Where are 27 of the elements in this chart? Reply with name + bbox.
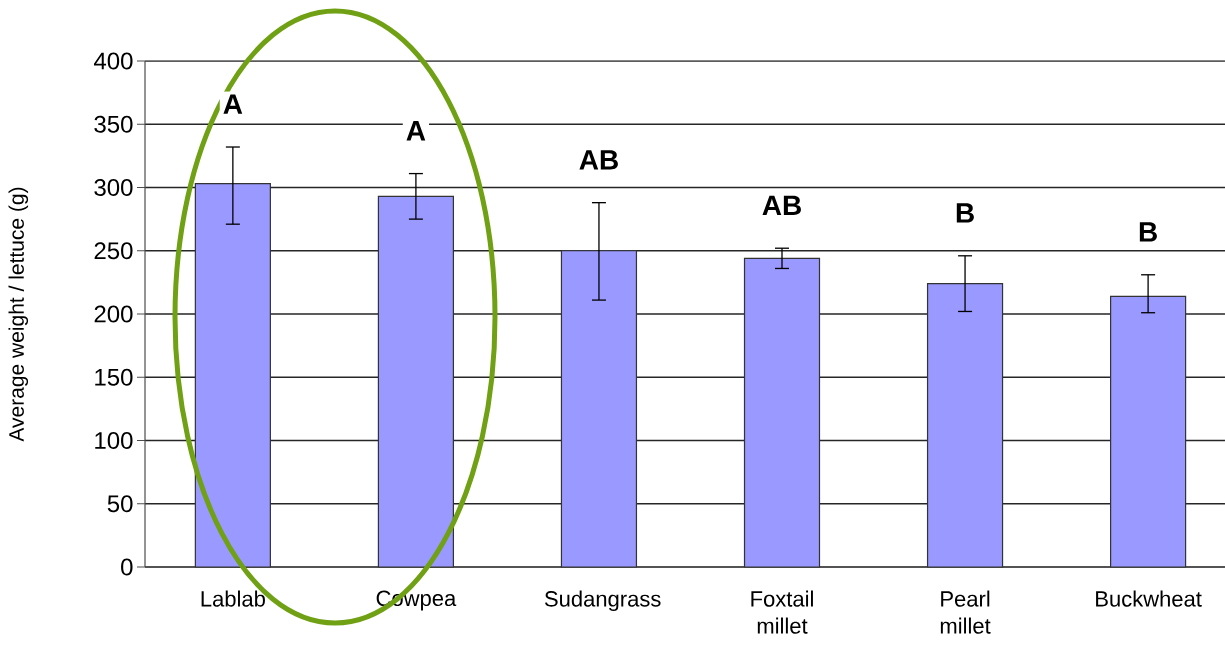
y-tick-label: 200 bbox=[94, 305, 133, 323]
annotation: A bbox=[223, 94, 243, 114]
y-axis-title: Average weight / lettuce (g) bbox=[8, 187, 29, 442]
y-tick-label: 400 bbox=[93, 52, 133, 70]
y-tick-label: 0 bbox=[121, 558, 133, 576]
y-tick-label: 50 bbox=[107, 495, 133, 513]
x-tick-label: Pearl millet bbox=[940, 590, 991, 634]
bar bbox=[194, 183, 271, 568]
annotation: AB bbox=[579, 150, 618, 170]
x-tick-label: Lablab bbox=[201, 590, 265, 607]
bar bbox=[926, 283, 1004, 568]
bar bbox=[377, 195, 455, 568]
bar bbox=[560, 250, 638, 568]
annotation: AB bbox=[762, 195, 801, 216]
annotation: B bbox=[1139, 222, 1157, 242]
x-tick-label: Buckwheat bbox=[1096, 590, 1202, 607]
x-tick-label: Foxtail millet bbox=[751, 590, 813, 634]
annotation: B bbox=[956, 203, 974, 223]
bar bbox=[1110, 295, 1187, 568]
y-tick-label: 100 bbox=[95, 432, 133, 449]
x-tick-label: Sudangrass bbox=[544, 590, 661, 612]
y-tick-label: 250 bbox=[94, 242, 133, 260]
y-tick-label: 300 bbox=[94, 179, 133, 196]
y-tick-label: 350 bbox=[94, 115, 133, 133]
annotation: A bbox=[406, 121, 426, 141]
y-tick-label: 150 bbox=[95, 368, 133, 386]
bar bbox=[743, 257, 821, 568]
